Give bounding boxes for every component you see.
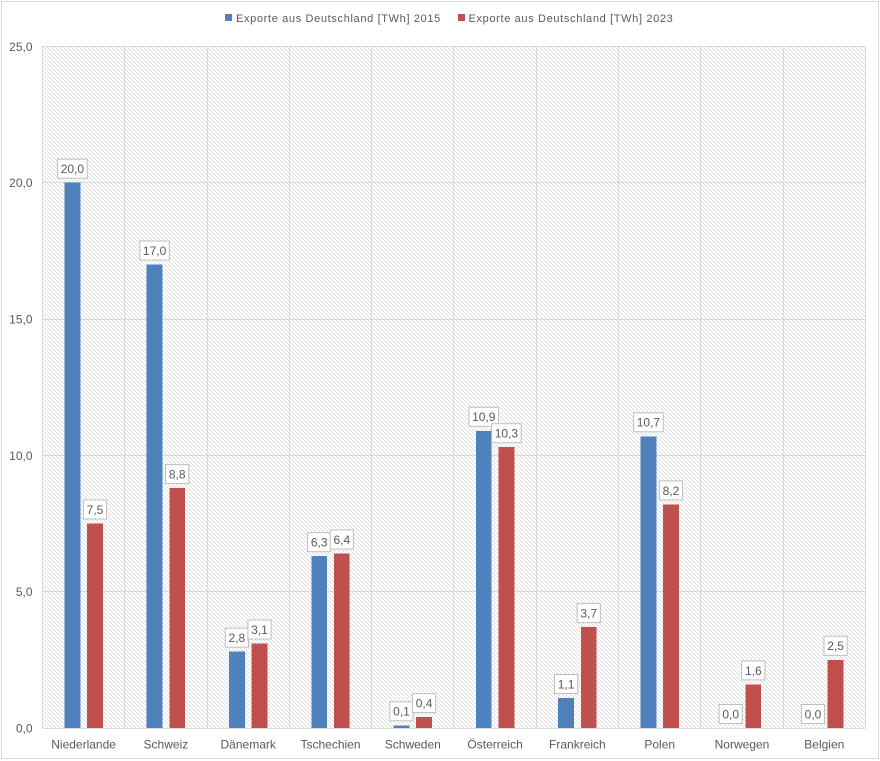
svg-text:Schweiz: Schweiz xyxy=(144,737,189,751)
svg-text:20,0: 20,0 xyxy=(61,162,85,176)
svg-text:17,0: 17,0 xyxy=(143,244,167,258)
svg-text:7,5: 7,5 xyxy=(87,503,104,517)
svg-text:Polen: Polen xyxy=(644,737,675,751)
svg-text:2,5: 2,5 xyxy=(827,639,844,653)
svg-text:10,9: 10,9 xyxy=(472,410,496,424)
svg-text:25,0: 25,0 xyxy=(9,40,33,54)
svg-text:0,0: 0,0 xyxy=(722,707,739,721)
svg-text:5,0: 5,0 xyxy=(16,585,33,599)
svg-text:1,6: 1,6 xyxy=(745,664,762,678)
svg-text:0,1: 0,1 xyxy=(393,705,410,719)
svg-text:Norwegen: Norwegen xyxy=(715,737,770,751)
svg-text:Dänemark: Dänemark xyxy=(221,737,277,751)
svg-text:0,0: 0,0 xyxy=(16,721,33,735)
svg-text:6,3: 6,3 xyxy=(311,536,328,550)
svg-text:10,3: 10,3 xyxy=(495,427,519,441)
svg-text:6,4: 6,4 xyxy=(333,533,350,547)
svg-text:15,0: 15,0 xyxy=(9,312,33,326)
svg-text:8,8: 8,8 xyxy=(169,468,186,482)
svg-text:2,8: 2,8 xyxy=(229,631,246,645)
svg-text:Frankreich: Frankreich xyxy=(549,737,606,751)
svg-text:Schweden: Schweden xyxy=(385,737,441,751)
svg-text:0,4: 0,4 xyxy=(416,697,433,711)
svg-text:0,0: 0,0 xyxy=(805,707,822,721)
svg-text:Niederlande: Niederlande xyxy=(51,737,116,751)
svg-text:20,0: 20,0 xyxy=(9,176,33,190)
svg-text:Österreich: Österreich xyxy=(467,737,522,751)
svg-text:Belgien: Belgien xyxy=(804,737,844,751)
svg-text:8,2: 8,2 xyxy=(663,484,680,498)
svg-text:Tschechien: Tschechien xyxy=(300,737,360,751)
svg-text:Exporte aus Deutschland [TWh]: Exporte aus Deutschland [TWh] 2023 xyxy=(469,13,674,25)
svg-text:3,1: 3,1 xyxy=(251,623,268,637)
svg-text:Exporte aus Deutschland [TWh]: Exporte aus Deutschland [TWh] 2015 xyxy=(236,13,441,25)
svg-text:10,0: 10,0 xyxy=(9,449,33,463)
svg-text:10,7: 10,7 xyxy=(637,416,661,430)
svg-text:3,7: 3,7 xyxy=(580,607,597,621)
svg-text:1,1: 1,1 xyxy=(558,677,575,691)
